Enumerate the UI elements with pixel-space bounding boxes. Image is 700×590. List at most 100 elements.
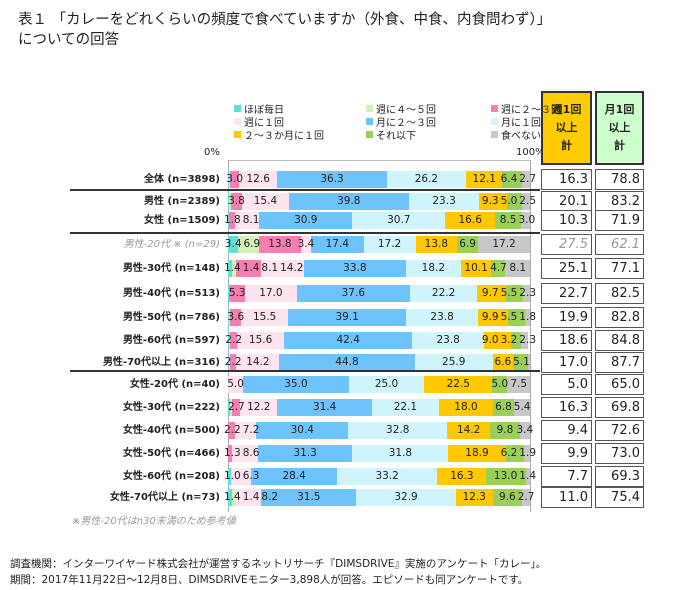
data-label: 2.7: [227, 401, 245, 413]
monthly-total-cell: 82.5: [595, 283, 644, 304]
bar-segment: [512, 354, 529, 371]
data-label: 1.4: [242, 491, 260, 503]
axis-label-100: 100%: [516, 147, 545, 158]
bar-segment: [522, 285, 530, 302]
legend-item: 月に１回: [491, 118, 541, 130]
data-label: 8.1: [261, 262, 279, 274]
legend-item: 食べない: [491, 131, 541, 143]
bar-segment: [243, 376, 349, 393]
bar-segment: [236, 489, 262, 506]
header-line: 以上: [608, 121, 631, 134]
bar-segment: [260, 260, 304, 277]
header-line: 計: [561, 139, 572, 152]
bar-segment: [524, 445, 530, 462]
weekly-total-cell: 25.1: [541, 258, 592, 279]
row-label: 男性 (n=2389): [144, 196, 220, 207]
stacked-bar: 1.4 1.4 8.2 31.5 32.9 12.3 9.6 2.7: [224, 489, 534, 506]
bar-segment: [410, 285, 478, 302]
data-label: 15.4: [253, 195, 278, 207]
bar-segment: [228, 193, 230, 210]
bar-segment: [511, 332, 521, 349]
bar-segment: [236, 354, 280, 371]
legend-label: ２～３か月に１回: [244, 131, 324, 142]
weekly-total-cell: 10.3: [541, 210, 592, 231]
bar-segment: [438, 399, 494, 416]
bar-segment: [521, 171, 530, 188]
data-label: 9.7: [481, 287, 499, 299]
bar-segment: [303, 260, 406, 277]
row-label: 女性-60代 (n=208): [122, 471, 220, 482]
bar-segment: [230, 193, 243, 210]
stacked-bar: 1.3 8.6 31.3 31.8 18.9 6.2 1.9: [224, 445, 536, 462]
group-separator: [70, 232, 540, 234]
axis-label-0: 0%: [204, 147, 220, 158]
data-label: 17.0: [259, 287, 283, 299]
stacked-bar: 2.2 14.2 44.8 25.9 6.6 5.1: [224, 354, 530, 371]
data-label: 16.3: [450, 470, 474, 482]
weekly-total-cell: 11.0: [541, 487, 592, 508]
bar-segment: [492, 489, 522, 506]
monthly-total-cell: 75.4: [595, 487, 644, 508]
bar-segment: [229, 212, 235, 229]
stacked-bar: 1.4 1.4 8.1 14.2 33.8 18.2 10.1 4.7 8.1: [224, 260, 530, 277]
monthly-total-cell: 72.6: [595, 420, 644, 441]
monthly-total-cell: 62.1: [595, 234, 644, 255]
bar-segment: [492, 354, 513, 371]
data-label: 12.2: [247, 401, 271, 413]
legend-label: ほぼ毎日: [244, 105, 284, 116]
stacked-bar: 1.8 8.1 30.9 30.7 16.6 8.5 3.0: [224, 212, 535, 229]
monthly-total-cell: 71.9: [595, 210, 644, 231]
bar-segment: [507, 309, 525, 326]
bar-segment: [232, 399, 241, 416]
legend-label: それ以下: [376, 131, 416, 142]
weekly-total-cell: 7.7: [541, 466, 592, 487]
bar-segment: [457, 236, 479, 253]
data-label: 5.1: [513, 356, 530, 368]
bar-segment: [479, 193, 508, 210]
data-label: 35.0: [284, 378, 308, 390]
data-label: 8.1: [242, 214, 260, 226]
data-label: 2.2: [224, 356, 242, 368]
bar-segment: [232, 489, 237, 506]
bar-segment: [528, 354, 530, 371]
data-label: 3.4: [297, 238, 315, 250]
weekly-total-cell: 17.0: [541, 352, 592, 373]
data-label: 7.2: [242, 424, 260, 436]
data-label: 3.0: [518, 214, 536, 226]
bar-segment: [261, 489, 357, 506]
legend-swatch: [366, 105, 373, 112]
stacked-bar: 3.8 15.4 39.8 23.3 9.3 5.0 2.5: [228, 193, 536, 210]
legend-swatch: [234, 118, 241, 125]
bar-segment: [520, 212, 530, 229]
bar-segment: [491, 260, 506, 277]
data-label: 1.4: [224, 491, 241, 503]
legend-item: 週に１回: [234, 118, 284, 130]
header-line: 計: [614, 139, 625, 152]
bar-segment: [229, 193, 231, 210]
data-label: 23.8: [436, 334, 460, 346]
stacked-bar: 2.7 12.2 31.4 22.1 18.0 6.8 5.4: [228, 399, 530, 416]
header-line: 以上: [555, 121, 578, 134]
bar-segment: [478, 309, 508, 326]
data-label: 1.8: [224, 214, 241, 226]
data-label: 15.5: [252, 311, 277, 323]
footer-source: 調査機関：インターワイヤード株式会社が運営するネットリサーチ『DIMSDRIVE…: [10, 558, 547, 570]
legend-label: 週に１回: [244, 118, 284, 129]
bar-segment: [520, 332, 528, 349]
weekly-total-cell: 9.4: [541, 420, 592, 441]
bar-segment: [506, 285, 523, 302]
bar-segment: [348, 422, 448, 439]
bar-segment: [478, 236, 530, 253]
stacked-bar: 2.2 15.6 42.4 23.8 9.0 3.2 2.3: [225, 332, 536, 349]
bar-segment: [230, 332, 238, 349]
bar-segment: [414, 354, 493, 371]
bar-segment: [465, 171, 503, 188]
data-label: 3.0: [226, 173, 243, 185]
legend-swatch: [366, 131, 373, 138]
data-label: 3.4: [224, 238, 242, 250]
data-label: 14.2: [246, 356, 270, 368]
bar-segment: [228, 422, 235, 439]
data-label: 18.2: [421, 262, 446, 274]
stacked-bar: 5.3 17.0 37.6 22.2 9.7 5.5 2.3: [228, 285, 536, 302]
